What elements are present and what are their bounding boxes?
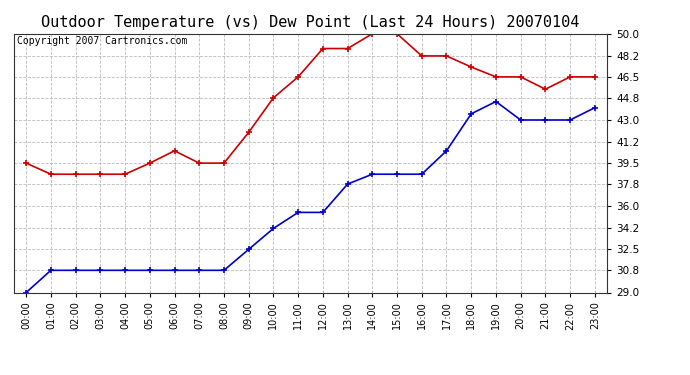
- Text: Outdoor Temperature (vs) Dew Point (Last 24 Hours) 20070104: Outdoor Temperature (vs) Dew Point (Last…: [41, 15, 580, 30]
- Text: Copyright 2007 Cartronics.com: Copyright 2007 Cartronics.com: [17, 36, 187, 46]
